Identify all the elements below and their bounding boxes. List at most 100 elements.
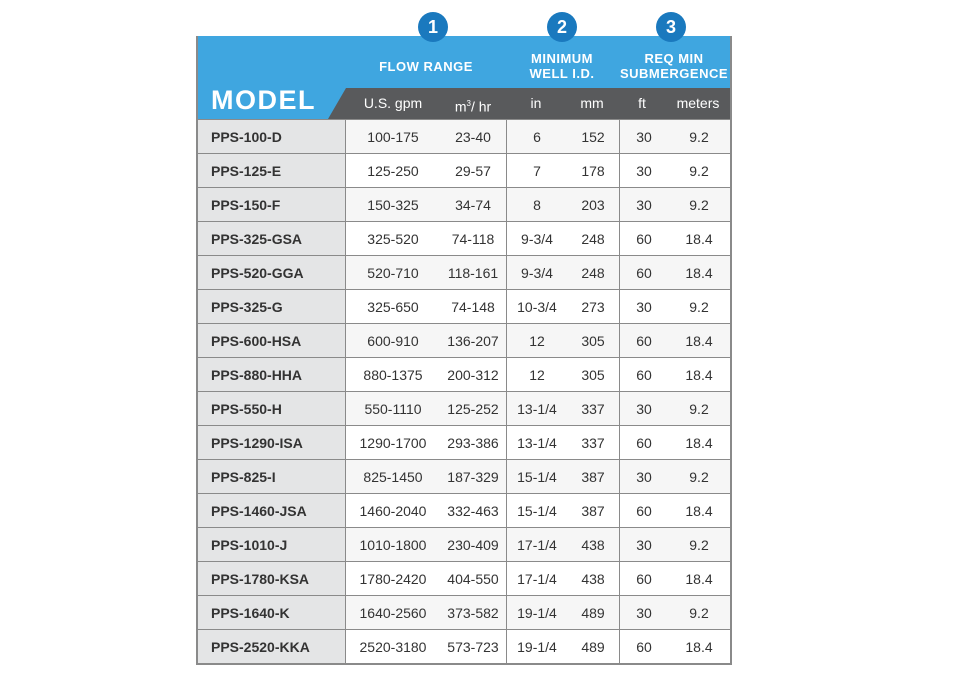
- cell-model: PPS-520-GGA: [198, 256, 346, 289]
- cell-model: PPS-1780-KSA: [198, 562, 346, 595]
- cell-ft: 60: [620, 426, 668, 459]
- table-row: PPS-100-D 100-175 23-40 6 152 30 9.2: [198, 119, 730, 153]
- cell-model: PPS-150-F: [198, 188, 346, 221]
- cell-gpm: 325-520: [346, 222, 440, 255]
- min-well-heading-line2: WELL I.D.: [529, 66, 595, 81]
- cell-m3: 34-74: [440, 188, 507, 221]
- cell-in: 8: [507, 188, 567, 221]
- cell-in: 15-1/4: [507, 460, 567, 493]
- cell-ft: 60: [620, 630, 668, 663]
- cell-gpm: 100-175: [346, 120, 440, 153]
- table-row: PPS-1290-ISA 1290-1700 293-386 13-1/4 337 60 1…: [198, 425, 730, 459]
- cell-model: PPS-2520-KKA: [198, 630, 346, 663]
- cell-m: 9.2: [668, 154, 730, 187]
- cell-model: PPS-880-HHA: [198, 358, 346, 391]
- unit-ft: ft: [638, 95, 646, 111]
- cell-model: PPS-1640-K: [198, 596, 346, 629]
- cell-in: 17-1/4: [507, 528, 567, 561]
- flow-range-heading: FLOW RANGE: [379, 59, 473, 74]
- cell-gpm: 825-1450: [346, 460, 440, 493]
- table-row: PPS-550-H 550-1110 125-252 13-1/4 337 30 9.2: [198, 391, 730, 425]
- table-row: PPS-125-E 125-250 29-57 7 178 30 9.2: [198, 153, 730, 187]
- cell-m3: 200-312: [440, 358, 507, 391]
- cell-gpm: 600-910: [346, 324, 440, 357]
- specs-table-container: 1 2 3 FLOW RANGE MINIMUM WELL I.D. REQ M…: [196, 12, 732, 665]
- cell-m: 18.4: [668, 256, 730, 289]
- cell-gpm: 1640-2560: [346, 596, 440, 629]
- cell-gpm: 325-650: [346, 290, 440, 323]
- cell-ft: 60: [620, 494, 668, 527]
- cell-m: 18.4: [668, 324, 730, 357]
- unit-m3-hr: m3/ hr: [454, 98, 492, 115]
- cell-m: 9.2: [668, 528, 730, 561]
- min-well-heading-line1: MINIMUM: [531, 51, 593, 66]
- table-row: PPS-1460-JSA 1460-2040 332-463 15-1/4 387 60 1…: [198, 493, 730, 527]
- cell-ft: 30: [620, 188, 668, 221]
- cell-model: PPS-550-H: [198, 392, 346, 425]
- table-row: PPS-600-HSA 600-910 136-207 12 305 60 18.4: [198, 323, 730, 357]
- cell-m: 18.4: [668, 222, 730, 255]
- cell-in: 6: [507, 120, 567, 153]
- cell-in: 13-1/4: [507, 426, 567, 459]
- cell-in: 12: [507, 324, 567, 357]
- cell-m: 18.4: [668, 494, 730, 527]
- cell-in: 13-1/4: [507, 392, 567, 425]
- unit-mm: mm: [580, 95, 604, 111]
- cell-mm: 273: [567, 290, 620, 323]
- badge-min-well: 2: [547, 12, 577, 42]
- cell-m3: 29-57: [440, 154, 507, 187]
- cell-m: 18.4: [668, 562, 730, 595]
- cell-model: PPS-325-GSA: [198, 222, 346, 255]
- table-row: PPS-880-HHA 880-1375 200-312 12 305 60 18.4: [198, 357, 730, 391]
- cell-mm: 438: [567, 562, 620, 595]
- cell-ft: 60: [620, 562, 668, 595]
- cell-ft: 60: [620, 358, 668, 391]
- cell-ft: 60: [620, 324, 668, 357]
- cell-gpm: 1460-2040: [346, 494, 440, 527]
- cell-gpm: 125-250: [346, 154, 440, 187]
- unit-meters: meters: [676, 95, 720, 111]
- req-min-heading: REQ MIN SUBMERGENCE: [618, 51, 730, 81]
- cell-gpm: 150-325: [346, 188, 440, 221]
- cell-mm: 489: [567, 596, 620, 629]
- header-row-top: FLOW RANGE MINIMUM WELL I.D. REQ MIN SUB…: [198, 36, 730, 115]
- cell-m3: 332-463: [440, 494, 507, 527]
- cell-m: 18.4: [668, 358, 730, 391]
- cell-ft: 60: [620, 256, 668, 289]
- cell-mm: 337: [567, 392, 620, 425]
- req-min-heading-line2: SUBMERGENCE: [619, 66, 729, 81]
- cell-m3: 293-386: [440, 426, 507, 459]
- cell-gpm: 1290-1700: [346, 426, 440, 459]
- cell-ft: 30: [620, 528, 668, 561]
- cell-model: PPS-325-G: [198, 290, 346, 323]
- table-row: PPS-1780-KSA 1780-2420 404-550 17-1/4 438 60 1…: [198, 561, 730, 595]
- cell-gpm: 1010-1800: [346, 528, 440, 561]
- cell-model: PPS-1290-ISA: [198, 426, 346, 459]
- cell-m: 9.2: [668, 120, 730, 153]
- cell-m3: 230-409: [440, 528, 507, 561]
- cell-in: 10-3/4: [507, 290, 567, 323]
- cell-m3: 74-118: [440, 222, 507, 255]
- cell-m: 18.4: [668, 630, 730, 663]
- table-row: PPS-150-F 150-325 34-74 8 203 30 9.2: [198, 187, 730, 221]
- table-row: PPS-325-G 325-650 74-148 10-3/4 273 30 9.2: [198, 289, 730, 323]
- cell-in: 15-1/4: [507, 494, 567, 527]
- cell-in: 9-3/4: [507, 222, 567, 255]
- cell-m3: 23-40: [440, 120, 507, 153]
- cell-mm: 203: [567, 188, 620, 221]
- unit-gpm: U.S. gpm: [363, 95, 423, 111]
- table-row: PPS-325-GSA 325-520 74-118 9-3/4 248 60 18.4: [198, 221, 730, 255]
- cell-gpm: 1780-2420: [346, 562, 440, 595]
- cell-in: 17-1/4: [507, 562, 567, 595]
- cell-mm: 178: [567, 154, 620, 187]
- cell-mm: 248: [567, 256, 620, 289]
- cell-m: 9.2: [668, 392, 730, 425]
- cell-m: 9.2: [668, 188, 730, 221]
- cell-model: PPS-100-D: [198, 120, 346, 153]
- specs-table: FLOW RANGE MINIMUM WELL I.D. REQ MIN SUB…: [196, 36, 732, 665]
- req-min-heading-line1: REQ MIN: [644, 51, 704, 66]
- cell-in: 19-1/4: [507, 630, 567, 663]
- cell-m3: 404-550: [440, 562, 507, 595]
- cell-model: PPS-125-E: [198, 154, 346, 187]
- cell-m3: 118-161: [440, 256, 507, 289]
